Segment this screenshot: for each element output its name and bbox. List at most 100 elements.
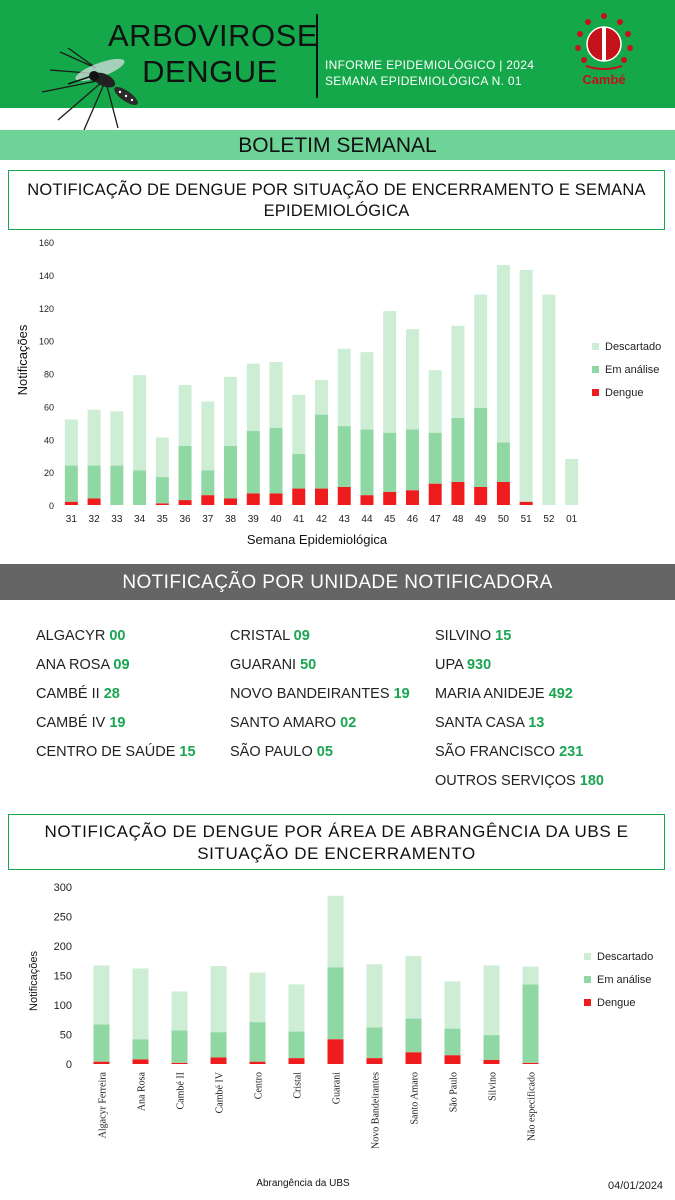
unit-name: CAMBÉ IV: [36, 715, 110, 731]
bar-segment-dengue: [201, 495, 215, 505]
y-tick-label: 200: [54, 941, 72, 953]
y-tick-label: 0: [66, 1059, 72, 1071]
bar-segment-descartado: [565, 458, 579, 505]
bar-segment-descartado: [444, 981, 461, 1029]
unit-item: CAMBÉ II 28: [36, 680, 196, 709]
bar-segment-descartado: [428, 370, 442, 433]
y-tick-label: 150: [54, 971, 72, 983]
y-tick-label: 100: [39, 337, 54, 347]
bar-segment-descartado: [64, 419, 78, 466]
unit-item: SÃO FRANCISCO 231: [435, 738, 604, 767]
bar-segment-em-anlise: [292, 454, 306, 489]
bar-segment-em-anlise: [428, 432, 442, 484]
unit-name: MARIA ANIDEJE: [435, 686, 549, 702]
x-tick-label: Cambé II: [176, 1072, 187, 1110]
x-tick-label: 47: [430, 514, 442, 525]
x-tick-label: 45: [384, 514, 396, 525]
unit-count: 231: [559, 744, 584, 760]
bar-segment-em-anlise: [327, 967, 344, 1040]
units-column-3: SILVINO 15 UPA 930 MARIA ANIDEJE 492 SANTA …: [435, 622, 604, 796]
bar-segment-em-anlise: [337, 426, 351, 487]
bar-segment-dengue: [337, 486, 351, 505]
unit-item: CRISTAL 09: [230, 622, 410, 651]
unit-name: ANA ROSA: [36, 657, 114, 673]
units-section-title: NOTIFICAÇÃO POR UNIDADE NOTIFICADORA: [0, 564, 675, 600]
weekly-notifications-chart: 0 20 40 60 80 100 120 140 160 31 32 33 34 35 36 37 38 39 4…: [15, 238, 661, 547]
x-tick-label: 42: [316, 514, 328, 525]
x-tick-label: 51: [521, 514, 533, 525]
unit-count: 19: [109, 715, 126, 731]
y-tick-label: 60: [44, 402, 54, 412]
unit-name: CAMBÉ II: [36, 686, 104, 702]
chart2-title: NOTIFICAÇÃO DE DENGUE POR ÁREA DE ABRANG…: [8, 814, 665, 870]
logo-text: Cambé: [582, 72, 626, 87]
unit-count: 492: [548, 686, 573, 702]
cambe-logo-icon: [575, 13, 633, 70]
boletim-banner: BOLETIM SEMANAL: [0, 130, 675, 160]
bar-segment-em-anlise: [87, 465, 101, 499]
bar-segment-dengue: [171, 1062, 188, 1064]
y-tick-label: 160: [39, 238, 54, 248]
bar-segment-dengue: [405, 1052, 422, 1064]
bar-segment-descartado: [132, 968, 149, 1040]
x-tick-label: Cambé IV: [215, 1071, 226, 1113]
bar-segment-descartado: [171, 991, 188, 1031]
x-tick-label: 36: [180, 514, 192, 525]
bar-segment-descartado: [327, 895, 344, 968]
bar-segment-em-anlise: [224, 445, 238, 499]
bar-segment-dengue: [366, 1058, 383, 1064]
bar-segment-dengue: [383, 491, 397, 505]
bar-segment-descartado: [246, 363, 260, 432]
bar-segment-descartado: [383, 311, 397, 433]
bar-segment-em-anlise: [133, 470, 147, 505]
unit-count: 09: [113, 657, 130, 673]
mosquito-icon: [41, 47, 138, 131]
bar-segment-em-anlise: [64, 465, 78, 502]
bar-segment-dengue: [428, 483, 442, 505]
bar-segment-dengue: [249, 1061, 266, 1064]
bar-segment-descartado: [483, 965, 500, 1036]
y-tick-label: 80: [44, 370, 54, 380]
x-tick-label: 50: [498, 514, 510, 525]
ubs-area-notifications-chart: 0 50 100 150 200 250 300 Algacyr Ferreira Ana Ro…: [28, 882, 653, 1189]
unit-item: SÃO PAULO 05: [230, 738, 410, 767]
unit-count: 19: [393, 686, 410, 702]
x-tick-label: 34: [134, 514, 146, 525]
legend-label: Dengue: [605, 387, 644, 399]
bar-segment-em-anlise: [522, 984, 539, 1063]
bar-segment-dengue: [178, 500, 192, 505]
x-tick-label: Algacyr Ferreira: [98, 1071, 109, 1138]
unit-name: SÃO PAULO: [230, 744, 317, 760]
x-tick-label: 44: [361, 514, 373, 525]
x-tick-label: 48: [452, 514, 464, 525]
y-tick-label: 50: [60, 1030, 72, 1042]
bar-segment-dengue: [444, 1055, 461, 1064]
legend-swatch: [592, 343, 599, 350]
bar-segment-dengue: [496, 481, 510, 505]
bar-segment-descartado: [87, 409, 101, 466]
bar-segment-dengue: [360, 495, 374, 505]
bar-segment-dengue: [210, 1057, 227, 1064]
x-tick-label: Cristal: [293, 1072, 304, 1099]
x-tick-label: 38: [225, 514, 237, 525]
unit-item: GUARANI 50: [230, 651, 410, 680]
bar-segment-dengue: [327, 1039, 344, 1064]
x-tick-label: 39: [248, 514, 260, 525]
y-tick-label: 0: [49, 501, 54, 511]
x-tick-label: Guarani: [332, 1072, 343, 1104]
unit-name: OUTROS SERVIÇOS: [435, 773, 580, 789]
x-tick-label: 46: [407, 514, 419, 525]
bar-segment-em-anlise: [405, 429, 419, 491]
bar-segment-descartado: [496, 265, 510, 443]
x-axis-title: Abrangência da UBS: [256, 1178, 350, 1189]
bar-segment-em-anlise: [246, 431, 260, 494]
bar-segment-descartado: [249, 972, 266, 1023]
unit-count: 02: [340, 715, 357, 731]
x-tick-label: 35: [157, 514, 169, 525]
bar-segment-descartado: [288, 984, 305, 1032]
bar-segment-em-anlise: [405, 1018, 422, 1053]
bar-segment-em-anlise: [315, 414, 328, 489]
unit-count: 15: [495, 628, 512, 644]
bar-segment-descartado: [405, 329, 419, 430]
bar-segment-em-anlise: [249, 1022, 266, 1062]
